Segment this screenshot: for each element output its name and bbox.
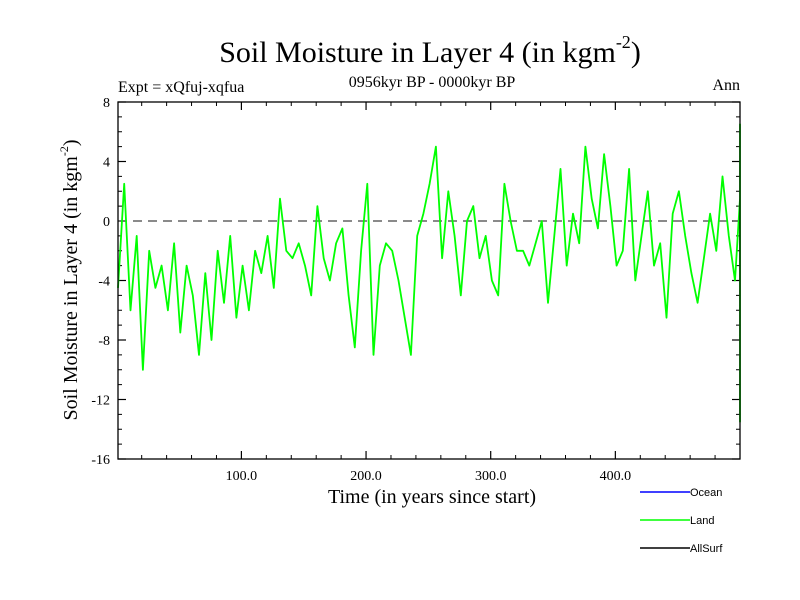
y-axis-label: Soil Moisture in Layer 4 (in kgm-2) (57, 139, 82, 420)
chart-title: Soil Moisture in Layer 4 (in kgm-2) (219, 32, 641, 69)
x-tick-label: 200.0 (350, 469, 382, 484)
y-tick-label: -12 (91, 394, 110, 409)
y-tick-label: -4 (98, 275, 110, 290)
plot-frame (117, 101, 741, 460)
experiment-label: Expt = xQfuj-xqfua (118, 79, 244, 96)
y-tick-label: 0 (103, 215, 110, 230)
time-range-label: 0956kyr BP - 0000kyr BP (349, 74, 516, 91)
series-line-land (117, 123, 741, 423)
x-tick-label: 300.0 (475, 469, 507, 484)
x-tick-label: 400.0 (600, 469, 632, 484)
y-tick-label: 8 (103, 96, 110, 111)
legend-label-land: Land (690, 515, 714, 527)
x-tick-label: 100.0 (226, 469, 258, 484)
legend-label-ocean: Ocean (690, 487, 722, 499)
y-tick-label: 4 (103, 156, 110, 171)
x-axis-label: Time (in years since start) (328, 486, 536, 508)
season-label: Ann (712, 77, 740, 94)
y-tick-label: -16 (91, 453, 110, 468)
legend-label-allsurf: AllSurf (690, 543, 723, 555)
y-tick-label: -8 (98, 334, 110, 349)
